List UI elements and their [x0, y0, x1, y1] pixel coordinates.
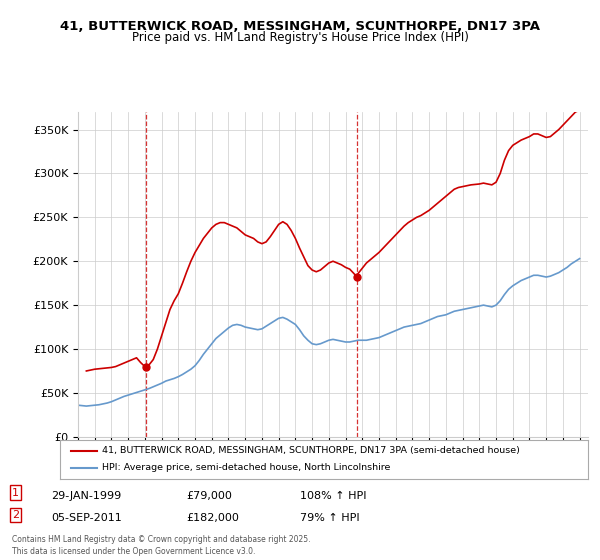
Text: £182,000: £182,000 — [186, 513, 239, 523]
Text: 2: 2 — [12, 510, 19, 520]
Text: £79,000: £79,000 — [186, 491, 232, 501]
Text: 1: 1 — [12, 488, 19, 498]
Text: 29-JAN-1999: 29-JAN-1999 — [51, 491, 121, 501]
Text: 79% ↑ HPI: 79% ↑ HPI — [300, 513, 359, 523]
Text: 108% ↑ HPI: 108% ↑ HPI — [300, 491, 367, 501]
Text: Contains HM Land Registry data © Crown copyright and database right 2025.
This d: Contains HM Land Registry data © Crown c… — [12, 535, 311, 556]
Text: Price paid vs. HM Land Registry's House Price Index (HPI): Price paid vs. HM Land Registry's House … — [131, 31, 469, 44]
Text: 05-SEP-2011: 05-SEP-2011 — [51, 513, 122, 523]
Text: 41, BUTTERWICK ROAD, MESSINGHAM, SCUNTHORPE, DN17 3PA: 41, BUTTERWICK ROAD, MESSINGHAM, SCUNTHO… — [60, 20, 540, 32]
Text: HPI: Average price, semi-detached house, North Lincolnshire: HPI: Average price, semi-detached house,… — [102, 463, 391, 472]
Text: 41, BUTTERWICK ROAD, MESSINGHAM, SCUNTHORPE, DN17 3PA (semi-detached house): 41, BUTTERWICK ROAD, MESSINGHAM, SCUNTHO… — [102, 446, 520, 455]
